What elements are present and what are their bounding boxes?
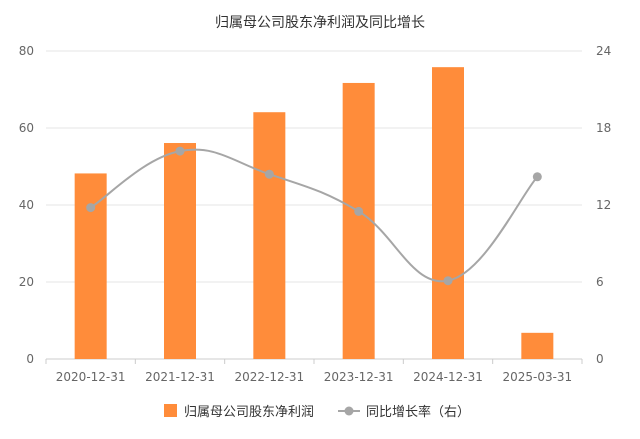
bar: [432, 67, 464, 360]
y-right-tick-label: 6: [596, 275, 604, 289]
x-tick-label: 2022-12-31: [234, 370, 304, 384]
x-tick-label: 2021-12-31: [145, 370, 215, 384]
line-series-path: [90, 148, 539, 283]
y-right-tick-label: 0: [596, 352, 604, 366]
y-right-tick-label: 12: [596, 198, 611, 212]
legend-label-line: 同比增长率（右）: [366, 404, 470, 420]
y-right-tick-label: 18: [596, 121, 611, 135]
line-point: [86, 203, 96, 213]
y-right-tick-label: 24: [596, 44, 611, 58]
line-point: [354, 206, 364, 216]
x-tick-label: 2023-12-31: [324, 370, 394, 384]
bar: [164, 143, 196, 359]
chart-title: 归属母公司股东净利润及同比增长: [215, 15, 425, 31]
y-left-tick-label: 0: [26, 352, 34, 366]
legend-label-bar: 归属母公司股东净利润: [184, 405, 314, 420]
line-point: [532, 172, 542, 182]
line-point: [175, 146, 185, 156]
bar: [253, 112, 286, 359]
bar: [342, 82, 375, 359]
line-point: [264, 169, 274, 179]
y-left-tick-label: 20: [19, 275, 34, 289]
x-tick-label: 2025-03-31: [502, 370, 572, 384]
legend-swatch-bar: [164, 404, 177, 417]
legend-swatch-line-marker: [344, 406, 354, 416]
y-left-tick-label: 60: [19, 121, 34, 135]
y-left-tick-label: 80: [19, 44, 34, 58]
line-point: [443, 276, 453, 286]
bar: [521, 332, 554, 359]
x-tick-label: 2024-12-31: [413, 370, 483, 384]
x-tick-label: 2020-12-31: [56, 370, 126, 384]
bar: [74, 173, 107, 359]
y-left-tick-label: 40: [19, 198, 34, 212]
